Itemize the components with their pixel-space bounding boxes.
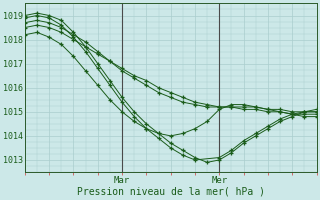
X-axis label: Pression niveau de la mer( hPa ): Pression niveau de la mer( hPa ) [77,187,265,197]
